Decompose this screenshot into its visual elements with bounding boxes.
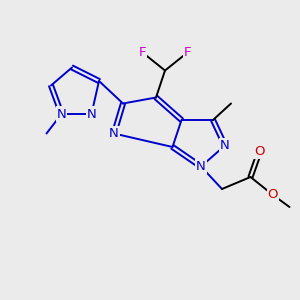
Text: N: N (87, 107, 96, 121)
Text: N: N (57, 107, 66, 121)
Text: F: F (184, 46, 191, 59)
Text: O: O (254, 145, 265, 158)
Text: N: N (196, 160, 206, 173)
Text: O: O (268, 188, 278, 202)
Text: F: F (139, 46, 146, 59)
Text: N: N (109, 127, 119, 140)
Text: N: N (220, 139, 230, 152)
